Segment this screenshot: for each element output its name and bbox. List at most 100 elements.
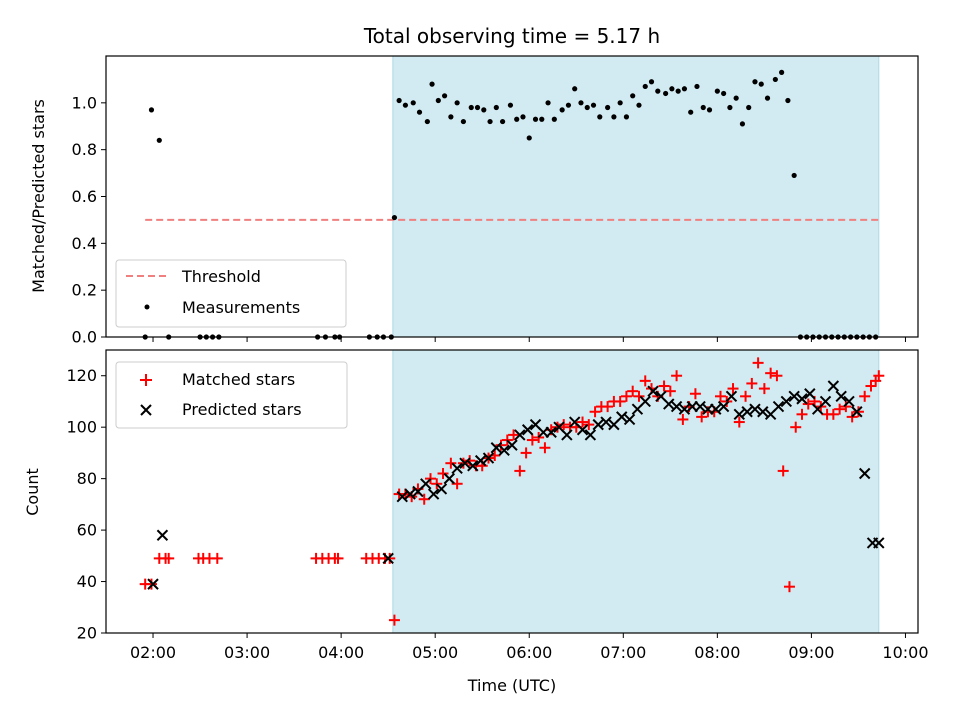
measurement-point <box>706 107 713 113</box>
matched-star-point <box>418 493 430 505</box>
matched-star-point <box>583 419 595 431</box>
bottom-legend: Matched stars Predicted stars <box>115 361 348 429</box>
matched-star-point <box>777 465 789 477</box>
measurement-point <box>468 104 474 111</box>
predicted-star-point <box>694 400 706 413</box>
measurement-point <box>551 116 557 122</box>
measurement-point <box>669 86 675 92</box>
predicted-star-point <box>725 390 738 403</box>
x-tick-label: 03:00 <box>224 643 270 662</box>
x-tick-label: 07:00 <box>600 643 646 662</box>
measurement-point <box>758 81 764 87</box>
predicted-star-point <box>443 472 456 485</box>
legend-predicted-swatch <box>140 404 152 416</box>
measurement-point <box>481 107 487 113</box>
measurement-point <box>565 102 572 108</box>
top-shaded-region <box>392 55 880 338</box>
bottom-y-tick-label: 40 <box>77 572 97 591</box>
predicted-star-point <box>757 406 769 418</box>
matched-star-point <box>577 416 589 428</box>
measurement-point <box>617 100 623 106</box>
measurement-point <box>791 172 797 179</box>
top-y-tick-label: 0.2 <box>72 281 97 300</box>
predicted-star-point <box>156 529 169 541</box>
predicted-star-point <box>780 395 793 408</box>
predicted-star-point <box>772 400 785 413</box>
legend-predicted-label: Predicted stars <box>182 400 302 419</box>
measurement-point <box>746 104 752 111</box>
predicted-star-point <box>670 400 683 413</box>
matched-star-point <box>627 385 639 397</box>
predicted-star-point <box>741 406 753 418</box>
x-tick-label: 06:00 <box>506 643 552 662</box>
predicted-star-point <box>584 429 597 441</box>
bottom-plot-frame <box>105 349 919 634</box>
predicted-star-point <box>459 457 471 469</box>
top-y-ticks: 0.0 0.2 0.4 0.6 0.8 1.0 <box>72 93 106 347</box>
top-legend-box <box>115 259 347 328</box>
top-panel: 0.0 0.2 0.4 0.6 0.8 1.0 Total observing time … <box>29 24 919 347</box>
predicted-star-point <box>663 398 675 410</box>
predicted-star-point <box>147 578 159 590</box>
top-legend: Threshold Measurements <box>115 259 347 328</box>
predicted-star-point <box>710 403 722 415</box>
matched-star-point <box>445 457 457 469</box>
measurement-point <box>739 121 746 127</box>
predicted-star-point <box>427 488 440 500</box>
predicted-star-point <box>843 395 855 408</box>
measurement-point <box>429 81 435 87</box>
measurement-point <box>597 114 603 120</box>
predicted-star-point <box>804 388 816 400</box>
legend-matched-swatch <box>140 374 152 386</box>
matched-star-point <box>639 375 651 387</box>
measurement-point <box>441 93 448 99</box>
predicted-star-point <box>796 393 808 405</box>
x-tick-label: 05:00 <box>412 643 458 662</box>
measurement-point <box>396 97 402 104</box>
measurement-point <box>642 83 648 90</box>
matched-star-point <box>758 383 770 395</box>
measurement-point <box>700 104 706 111</box>
measurement-point <box>688 109 694 115</box>
matched-star-point <box>495 439 507 451</box>
predicted-star-point <box>396 490 408 503</box>
matched-star-point <box>602 401 614 413</box>
predicted-star-point <box>521 424 534 436</box>
matched-star-point <box>520 447 532 459</box>
matched-star-point <box>752 357 764 369</box>
x-axis-label: Time (UTC) <box>467 676 556 695</box>
matched-star-point <box>840 401 852 413</box>
matched-star-point <box>852 406 864 418</box>
predicted-star-point <box>678 403 691 415</box>
predicted-star-point <box>717 400 730 413</box>
x-tick-label: 09:00 <box>788 643 834 662</box>
matched-star-point <box>457 457 469 469</box>
measurement-point <box>435 97 441 104</box>
predicted-star-point <box>545 426 557 439</box>
predicted-star-point <box>623 413 636 426</box>
measurement-point <box>487 118 493 125</box>
matched-star-point <box>664 385 676 397</box>
matched-star-point <box>765 367 777 379</box>
predicted-star-point <box>561 429 573 441</box>
predicted-star-point <box>404 488 416 500</box>
measurement-point <box>623 114 630 120</box>
measurement-point <box>410 100 416 106</box>
predicted-star-point <box>733 408 746 421</box>
measurement-point <box>630 93 636 99</box>
bottom-y-tick-label: 120 <box>66 366 97 385</box>
x-tick-label: 10:00 <box>882 643 928 662</box>
measurement-point <box>572 86 578 92</box>
measurement-point <box>636 102 642 108</box>
measurement-point <box>663 90 669 97</box>
matched-star-point <box>620 390 632 402</box>
bottom-y-tick-label: 80 <box>77 469 97 488</box>
x-tick-label: 08:00 <box>694 643 740 662</box>
top-x-ticks <box>152 337 906 342</box>
chart-title: Total observing time = 5.17 h <box>363 24 660 48</box>
measurement-point <box>520 114 526 120</box>
matched-star-point <box>145 578 157 590</box>
measurement-point <box>156 137 162 143</box>
predicted-star-point <box>467 460 479 472</box>
predicted-star-point <box>498 444 510 457</box>
